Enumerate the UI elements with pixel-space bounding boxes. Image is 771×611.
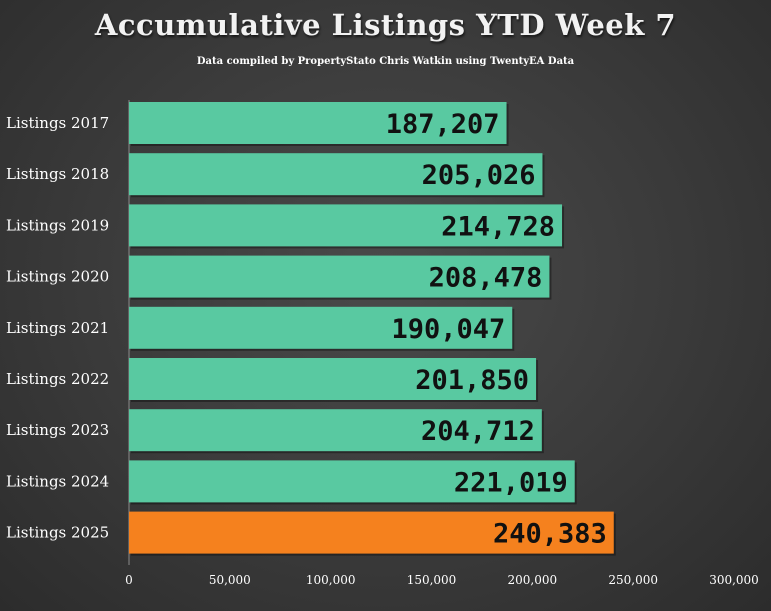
x-tick-label: 100,000	[306, 573, 356, 587]
data-label: 187,207	[386, 109, 500, 140]
bar	[129, 102, 507, 144]
data-label: 205,026	[422, 160, 536, 191]
data-label: 204,712	[421, 416, 535, 447]
category-label: Listings 2020	[6, 268, 109, 286]
bar	[129, 409, 542, 452]
data-label: 240,383	[493, 519, 607, 550]
bar	[129, 460, 575, 503]
category-label: Listings 2021	[6, 319, 109, 337]
x-tick-label: 250,000	[608, 573, 658, 587]
category-label: Listings 2018	[6, 165, 109, 183]
bar	[129, 153, 543, 196]
x-tick-label: 50,000	[209, 573, 251, 587]
bar	[129, 358, 537, 400]
x-tick-label: 150,000	[407, 573, 457, 587]
category-label: Listings 2024	[6, 472, 109, 490]
data-label: 208,478	[429, 263, 543, 294]
data-label: 221,019	[454, 467, 568, 498]
bar	[129, 204, 563, 247]
category-label: Listings 2023	[6, 421, 109, 439]
data-label: 214,728	[441, 211, 555, 242]
data-label: 201,850	[415, 365, 529, 396]
bar	[129, 306, 513, 349]
chart-subtitle: Data compiled by PropertyStato Chris Wat…	[196, 56, 575, 67]
x-tick-label: 200,000	[508, 573, 558, 587]
category-label: Listings 2025	[6, 524, 109, 542]
category-label: Listings 2017	[6, 114, 109, 132]
category-label: Listings 2019	[6, 216, 109, 234]
bar	[129, 511, 614, 554]
x-tick-label: 300,000	[709, 573, 759, 587]
data-label: 190,047	[391, 314, 505, 345]
x-tick-label: 0	[125, 573, 133, 587]
bar	[129, 255, 550, 298]
chart-title: Accumulative Listings YTD Week 7	[94, 8, 677, 42]
category-label: Listings 2022	[6, 370, 109, 388]
